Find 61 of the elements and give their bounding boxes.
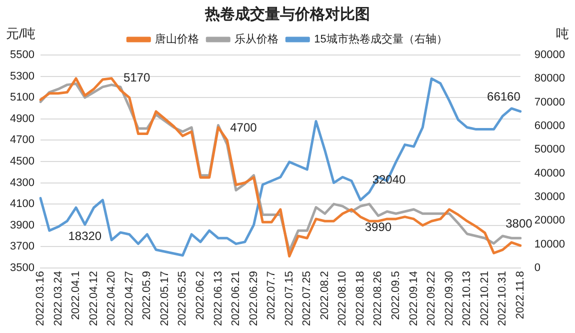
data-label: 3800 (506, 216, 533, 230)
x-tick-label: 2022.04.1 (70, 270, 82, 320)
x-tick-label: 2022.08.18 (354, 270, 366, 326)
x-tick-label: 2022.08.26 (372, 270, 384, 326)
x-tick-label: 2022.05.9 (141, 270, 154, 320)
data-label: 18320 (68, 228, 102, 243)
y-tick-label: 4300 (10, 176, 34, 189)
x-tick-label: 2022.05.17 (158, 270, 171, 326)
x-tick-label: 2022.04.20 (106, 270, 118, 326)
data-label: 5170 (123, 70, 150, 84)
x-tick-label: 2022.08.2 (318, 270, 331, 320)
x-tick-label: 2022.05.25 (176, 270, 189, 326)
y2-tick-label: 60000 (534, 120, 566, 132)
y-tick-label: 5300 (10, 70, 34, 82)
x-tick-label: 2022.06.2 (194, 270, 206, 320)
y2-tick-label: 0 (534, 262, 541, 274)
y2-tick-label: 10000 (534, 238, 566, 250)
x-tick-label: 2022.03.16 (34, 270, 46, 326)
legend-label: 乐从价格 (234, 32, 279, 46)
x-tick-label: 2022.06.29 (248, 270, 260, 326)
y2-tick-label: 50000 (534, 144, 566, 156)
y-tick-label: 4100 (10, 198, 34, 210)
x-tick-label: 2022.06.13 (212, 270, 224, 326)
chart-title: 热卷成交量与价格对比图 (204, 5, 370, 24)
y-tick-label: 4900 (10, 112, 34, 125)
x-tick-label: 2022.09.22 (426, 270, 438, 326)
x-tick-label: 2022.09.5 (390, 270, 402, 320)
y2-axis-title: 吨 (556, 26, 569, 42)
x-tick-label: 2022.07.25 (301, 270, 314, 326)
data-label: 66160 (487, 90, 521, 104)
y2-tick-label: 30000 (534, 190, 566, 203)
y2-tick-label: 90000 (534, 49, 566, 62)
y-tick-label: 3500 (10, 262, 34, 274)
y-tick-label: 4700 (10, 134, 34, 146)
y-tick-label: 5100 (10, 92, 34, 104)
y2-tick-label: 80000 (534, 72, 566, 85)
x-tick-label: 2022.08.10 (336, 270, 349, 326)
y2-tick-label: 70000 (534, 96, 566, 108)
x-tick-label: 2022.09.14 (408, 270, 420, 326)
y2-tick-label: 20000 (534, 214, 566, 227)
x-tick-label: 2022.07.7 (266, 270, 278, 320)
y2-tick-label: 40000 (534, 167, 566, 180)
x-tick-label: 2022.04.12 (88, 270, 100, 326)
x-tick-label: 2022.03.24 (52, 270, 64, 326)
x-tick-label: 2022.09.30 (443, 270, 456, 326)
y-tick-label: 5500 (10, 49, 34, 62)
x-tick-label: 2022.10.31 (496, 270, 509, 326)
x-tick-label: 2022.07.15 (283, 270, 296, 326)
x-tick-label: 2022.11.8 (514, 270, 526, 320)
legend-label: 15城市热卷成交量（右轴） (314, 32, 448, 46)
y-axis-title: 元/吨 (6, 26, 36, 42)
x-tick-label: 2022.10.21 (478, 270, 491, 326)
y-tick-label: 4500 (10, 156, 34, 168)
data-label: 4700 (230, 120, 258, 134)
x-tick-label: 2022.10.13 (461, 270, 474, 326)
data-label: 3990 (364, 220, 392, 234)
x-tick-label: 2022.06.21 (230, 270, 242, 326)
legend-label: 唐山价格 (155, 32, 200, 46)
x-tick-label: 2022.04.27 (123, 270, 136, 326)
y-tick-label: 3700 (10, 240, 34, 253)
y-tick-label: 3900 (10, 219, 34, 232)
